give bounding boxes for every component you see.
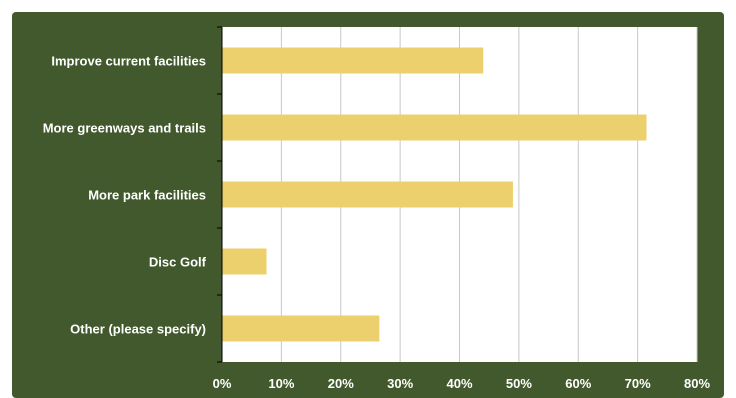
x-tick-label: 10% xyxy=(268,376,294,391)
bars xyxy=(222,47,647,342)
x-tick-label: 60% xyxy=(565,376,591,391)
x-tick-label: 50% xyxy=(506,376,532,391)
x-tick-label: 30% xyxy=(387,376,413,391)
tick-labels: 0% 10% 20% 30% 40% 50% 60% 70% 80% xyxy=(213,376,711,391)
x-tick-label: 0% xyxy=(213,376,232,391)
bar xyxy=(222,315,380,342)
x-tick-label: 70% xyxy=(625,376,651,391)
bar xyxy=(222,181,513,208)
category-labels: Improve current facilities More greenways… xyxy=(43,54,207,337)
bar xyxy=(222,47,484,74)
category-label: More greenways and trails xyxy=(43,121,206,136)
bar xyxy=(222,248,267,275)
x-tick-label: 20% xyxy=(328,376,354,391)
category-label: Other (please specify) xyxy=(70,322,206,337)
bar xyxy=(222,114,647,141)
category-label: More park facilities xyxy=(88,188,206,203)
x-tick-label: 40% xyxy=(446,376,472,391)
category-label: Disc Golf xyxy=(149,255,207,270)
axes xyxy=(217,26,223,363)
category-label: Improve current facilities xyxy=(51,54,206,69)
x-tick-label: 80% xyxy=(684,376,710,391)
